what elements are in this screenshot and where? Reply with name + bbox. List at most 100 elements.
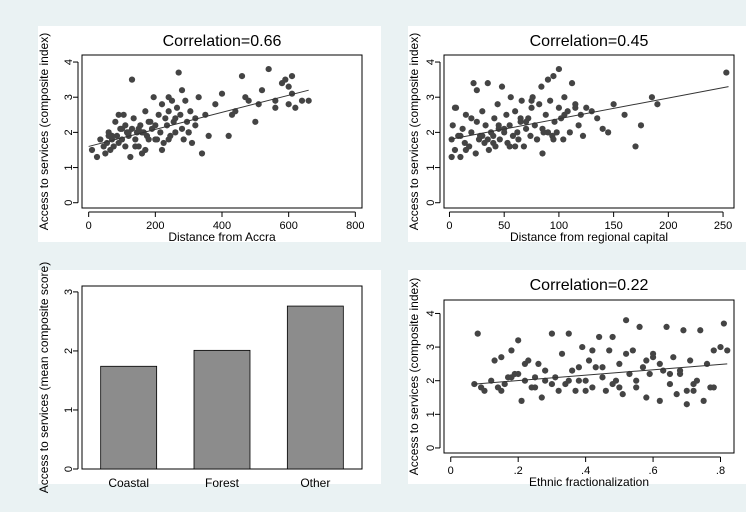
data-point bbox=[539, 125, 546, 132]
data-point bbox=[515, 337, 522, 344]
data-point bbox=[474, 330, 481, 337]
x-tick-label: 800 bbox=[346, 220, 364, 232]
x-tick-label: .8 bbox=[716, 465, 725, 477]
x-tick-label: 150 bbox=[604, 220, 622, 232]
data-point bbox=[542, 111, 549, 118]
data-point bbox=[473, 87, 480, 94]
data-point bbox=[225, 132, 232, 139]
data-point bbox=[150, 94, 157, 101]
data-point bbox=[648, 94, 656, 101]
data-point bbox=[596, 333, 603, 341]
data-point bbox=[462, 146, 469, 154]
y-tick-label: 2 bbox=[63, 348, 75, 354]
data-point bbox=[448, 153, 455, 161]
x-axis-label: Distance from regional capital bbox=[510, 230, 668, 244]
chart-title: Correlation=0.45 bbox=[530, 33, 649, 50]
data-point bbox=[506, 143, 513, 150]
data-point bbox=[683, 401, 690, 408]
data-point bbox=[724, 347, 731, 354]
data-point bbox=[118, 125, 126, 132]
x-tick-label: .6 bbox=[648, 465, 657, 477]
data-point bbox=[142, 146, 149, 154]
x-tick-label: 100 bbox=[550, 220, 568, 232]
data-point bbox=[565, 377, 572, 384]
data-point bbox=[683, 387, 690, 394]
data-point bbox=[205, 132, 212, 139]
data-point bbox=[633, 384, 640, 391]
data-point bbox=[542, 367, 549, 374]
data-point bbox=[160, 139, 167, 147]
data-point bbox=[508, 347, 515, 354]
plot-frame bbox=[443, 54, 735, 209]
data-point bbox=[700, 397, 707, 404]
data-point bbox=[285, 83, 292, 90]
data-point bbox=[120, 111, 127, 118]
data-point bbox=[272, 104, 279, 111]
data-point bbox=[572, 104, 579, 111]
data-point bbox=[555, 387, 562, 394]
data-point bbox=[288, 73, 296, 80]
data-point bbox=[506, 122, 513, 129]
data-point bbox=[579, 343, 586, 351]
data-point bbox=[462, 111, 469, 118]
data-point bbox=[142, 108, 149, 115]
y-axis-label: Access to services (mean composite score… bbox=[37, 262, 51, 493]
data-point bbox=[162, 115, 169, 122]
data-point bbox=[183, 118, 191, 125]
data-point bbox=[158, 101, 166, 108]
data-point bbox=[558, 350, 566, 357]
data-point bbox=[185, 129, 192, 136]
data-point bbox=[152, 136, 159, 143]
data-point bbox=[491, 357, 498, 364]
data-point bbox=[636, 323, 643, 331]
y-tick-label: 4 bbox=[63, 59, 75, 65]
data-point bbox=[178, 87, 186, 94]
data-point bbox=[680, 327, 687, 334]
data-point bbox=[451, 146, 459, 154]
data-point bbox=[663, 323, 670, 331]
panel-background bbox=[408, 270, 746, 484]
data-point bbox=[258, 87, 266, 94]
data-point bbox=[188, 139, 196, 147]
data-point bbox=[528, 97, 535, 104]
data-point bbox=[589, 347, 596, 354]
data-point bbox=[656, 360, 663, 367]
y-tick-label: 0 bbox=[425, 445, 437, 451]
data-point bbox=[482, 122, 489, 129]
data-point bbox=[292, 104, 299, 111]
data-point bbox=[717, 343, 724, 351]
data-point bbox=[533, 136, 541, 143]
data-point bbox=[720, 320, 727, 327]
data-point bbox=[512, 108, 519, 115]
chart-title: Correlation=0.66 bbox=[163, 33, 282, 50]
data-point bbox=[547, 97, 554, 104]
data-point bbox=[539, 150, 546, 157]
y-tick-label: 2 bbox=[63, 129, 75, 135]
y-tick-label: 0 bbox=[425, 200, 437, 206]
data-point bbox=[666, 380, 674, 388]
data-point bbox=[517, 115, 524, 122]
data-point bbox=[498, 83, 506, 90]
x-tick-label: .4 bbox=[581, 465, 590, 477]
y-tick-label: 2 bbox=[425, 129, 437, 135]
plot-frame bbox=[443, 299, 735, 454]
data-point bbox=[518, 397, 525, 404]
data-point bbox=[461, 139, 468, 147]
data-point bbox=[710, 384, 717, 391]
data-point bbox=[514, 129, 521, 136]
data-point bbox=[495, 122, 502, 129]
data-point bbox=[673, 391, 680, 398]
data-point bbox=[198, 150, 206, 157]
data-point bbox=[212, 101, 219, 108]
y-tick-label: 1 bbox=[63, 407, 75, 413]
data-point bbox=[643, 394, 650, 401]
data-point bbox=[697, 327, 704, 334]
data-point bbox=[575, 122, 582, 129]
data-point bbox=[693, 377, 701, 384]
x-tick-label: 250 bbox=[714, 220, 732, 232]
data-point bbox=[130, 115, 137, 122]
data-point bbox=[518, 97, 525, 104]
data-point bbox=[621, 111, 628, 118]
chart-title: Correlation=0.22 bbox=[530, 277, 649, 294]
